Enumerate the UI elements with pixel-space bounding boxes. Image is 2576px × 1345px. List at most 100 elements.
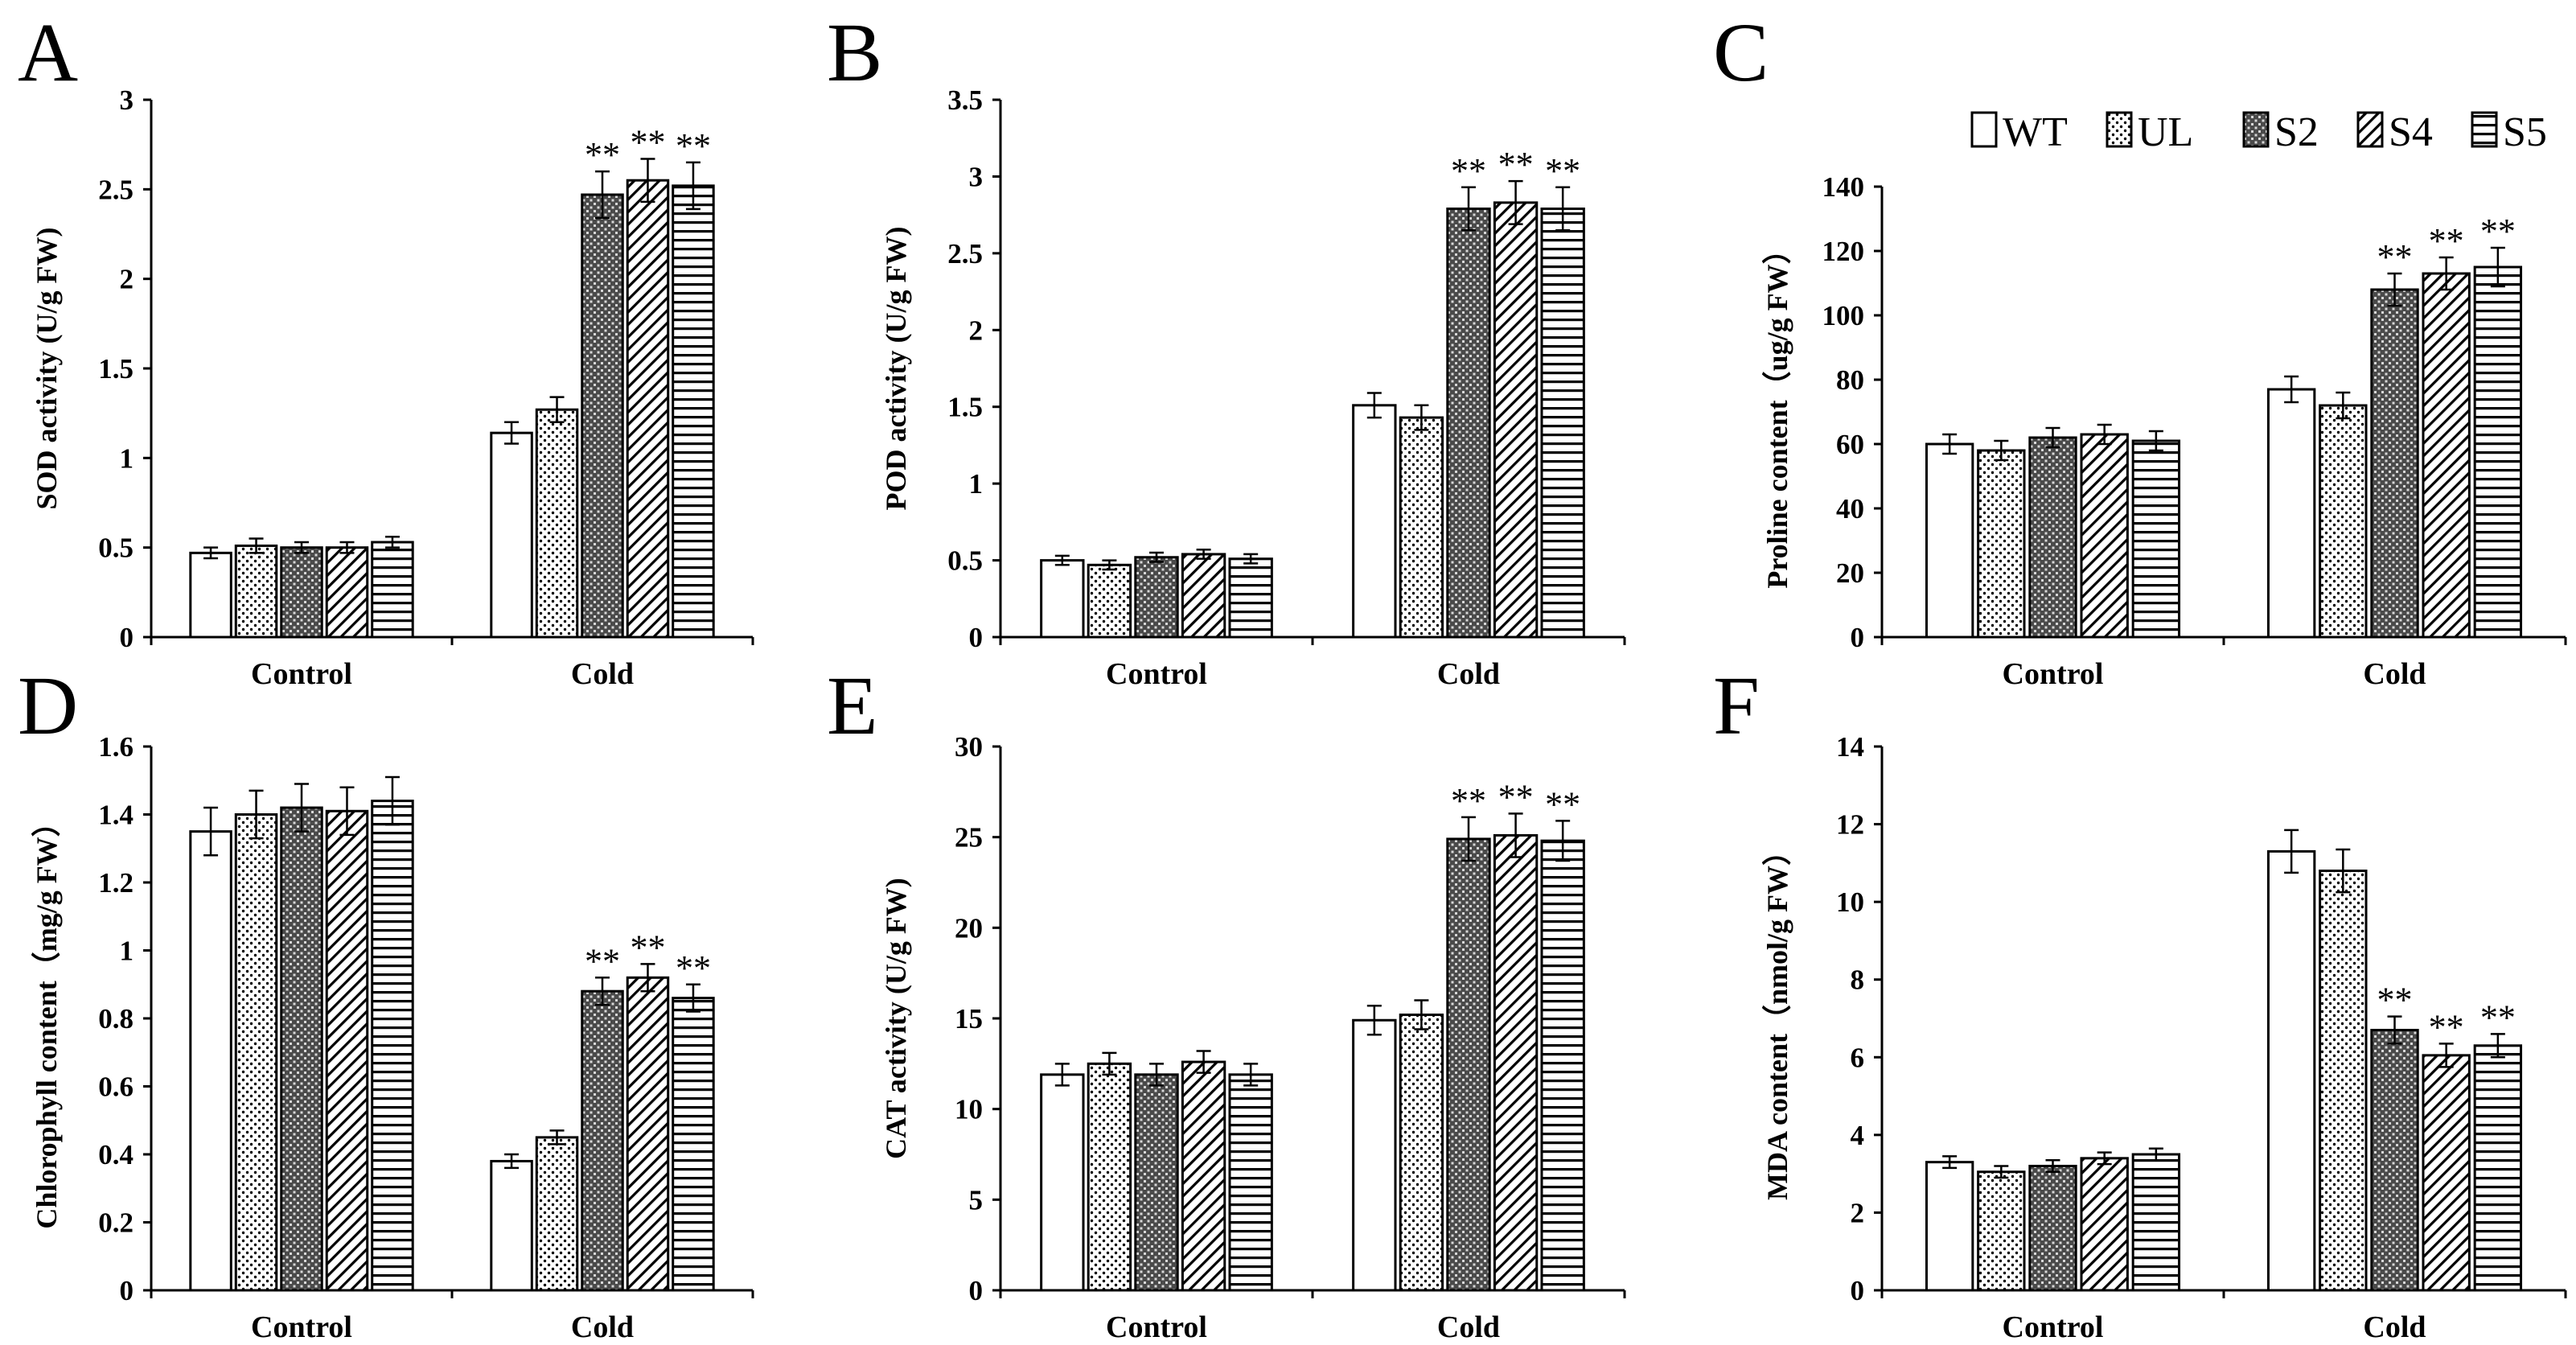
- bar-s2-control: [2028, 1164, 2077, 1292]
- y-tick-label: 1: [120, 442, 134, 474]
- y-tick-label: 1.4: [98, 800, 134, 831]
- bar-ul-cold: [2319, 404, 2368, 639]
- bar-wt-control: [189, 551, 232, 639]
- y-axis-title-d: Chlorophyll content（mg/g FW）: [31, 808, 63, 1228]
- y-tick-label: 2.5: [98, 174, 134, 205]
- significance-marker: **: [1451, 151, 1486, 191]
- legend-swatch-s4: [2356, 111, 2384, 148]
- x-category-label: Cold: [2363, 657, 2426, 691]
- y-tick-label: 3: [120, 84, 134, 116]
- x-category-label: Cold: [1437, 1310, 1500, 1344]
- y-tick-label: 40: [1836, 493, 1864, 524]
- legend-item-s2: S2: [2242, 109, 2319, 155]
- bar-wt-control: [1040, 1073, 1085, 1292]
- significance-marker: **: [2429, 1007, 2464, 1047]
- charts-container: 0 0.5 1 1.5 2 2.5 3 SOD activity (U/g FW) Contro…: [31, 84, 2567, 1344]
- y-tick-label: 0: [120, 1275, 134, 1306]
- bar-s2-control: [1134, 556, 1179, 639]
- bar-wt-cold: [1352, 404, 1397, 639]
- bar-s2-control: [280, 546, 323, 639]
- bar-s2-control: [2028, 436, 2077, 639]
- x-category-label: Cold: [571, 1310, 634, 1344]
- y-tick-label: 140: [1822, 171, 1865, 203]
- y-tick-label: 2: [969, 315, 984, 346]
- legend-swatch-s2: [2242, 111, 2270, 148]
- bar-s5-control: [1228, 557, 1273, 639]
- bar-s5-control: [371, 541, 414, 639]
- y-tick-label: 0: [120, 622, 134, 653]
- legend-label-ul: UL: [2138, 109, 2193, 155]
- y-tick-label: 0: [1851, 622, 1865, 653]
- bar-s4-cold: [1493, 201, 1539, 639]
- legend-item-ul: UL: [2106, 109, 2193, 155]
- y-tick-label: 30: [955, 731, 983, 763]
- significance-marker: **: [2480, 997, 2516, 1037]
- x-category-label: Control: [2003, 657, 2104, 691]
- legend-swatch-ul: [2106, 111, 2133, 148]
- significance-marker: **: [630, 928, 665, 967]
- x-category-label: Cold: [1437, 657, 1500, 691]
- y-tick-label: 1.2: [98, 867, 134, 899]
- bar-s4-cold: [626, 976, 670, 1292]
- legend-label-s2: S2: [2274, 109, 2319, 155]
- significance-marker: **: [1451, 781, 1486, 821]
- panel-label-e: E: [827, 660, 878, 752]
- bar-s4-control: [2080, 433, 2129, 639]
- chart-panel-f: 0 2 4 6 8 10 12 14 MDA content（nmol/g FW） Control…: [1761, 731, 2567, 1344]
- y-axis-title-e: CAT activity (U/g FW): [880, 878, 912, 1159]
- y-tick-label: 10: [955, 1094, 983, 1125]
- bar-ul-control: [1977, 449, 2026, 639]
- y-tick-label: 12: [1836, 809, 1864, 841]
- y-tick-label: 20: [1836, 557, 1864, 589]
- x-category-label: Control: [1106, 1310, 1207, 1344]
- bar-s2-cold: [2370, 1028, 2419, 1292]
- bar-s4-cold: [2422, 1054, 2471, 1292]
- y-tick-label: 0.4: [98, 1139, 134, 1170]
- y-tick-label: 3.5: [947, 84, 983, 116]
- y-tick-label: 0: [969, 622, 984, 653]
- bar-s5-cold: [2473, 1044, 2523, 1292]
- significance-marker: **: [585, 941, 620, 981]
- y-tick-label: 5: [969, 1184, 984, 1215]
- bar-s4-cold: [1493, 833, 1539, 1292]
- y-tick-label: 6: [1851, 1042, 1865, 1073]
- bar-ul-cold: [1399, 416, 1444, 639]
- panel-label-c: C: [1713, 6, 1769, 99]
- bar-s5-control: [2131, 439, 2181, 639]
- y-tick-label: 0.5: [947, 545, 983, 577]
- y-tick-label: 10: [1836, 886, 1864, 918]
- bar-s2-cold: [581, 193, 624, 639]
- legend-label-s4: S4: [2389, 109, 2433, 155]
- bar-ul-control: [1087, 1062, 1132, 1292]
- bar-s2-cold: [2370, 288, 2419, 639]
- x-category-label: Cold: [571, 657, 634, 691]
- legend-swatch-s5: [2471, 111, 2498, 148]
- bar-ul-cold: [2319, 870, 2368, 1292]
- significance-marker: **: [585, 135, 620, 175]
- bar-wt-control: [1040, 559, 1085, 639]
- x-category-label: Control: [1106, 657, 1207, 691]
- bar-s5-cold: [672, 184, 715, 639]
- bar-ul-control: [1977, 1170, 2026, 1292]
- bar-s5-control: [1228, 1073, 1273, 1292]
- bar-ul-cold: [535, 408, 579, 639]
- bar-s4-control: [2080, 1157, 2129, 1292]
- significance-marker: **: [630, 122, 665, 162]
- bar-wt-control: [189, 830, 232, 1292]
- y-tick-label: 0.8: [98, 1003, 134, 1034]
- y-tick-label: 80: [1836, 364, 1864, 396]
- significance-marker: **: [1498, 145, 1534, 184]
- bar-wt-cold: [1352, 1018, 1397, 1292]
- bar-s4-control: [325, 546, 369, 639]
- significance-marker: **: [676, 126, 711, 166]
- bar-s4-control: [325, 809, 369, 1292]
- y-tick-label: 25: [955, 822, 983, 853]
- bar-s2-cold: [1446, 837, 1491, 1292]
- legend: WT UL S2 S4 S5: [1970, 109, 2547, 155]
- bar-s5-control: [2131, 1153, 2181, 1292]
- y-tick-label: 1: [120, 936, 134, 967]
- y-tick-label: 1.5: [947, 392, 983, 423]
- y-tick-label: 14: [1836, 731, 1864, 763]
- bar-s4-cold: [626, 179, 670, 639]
